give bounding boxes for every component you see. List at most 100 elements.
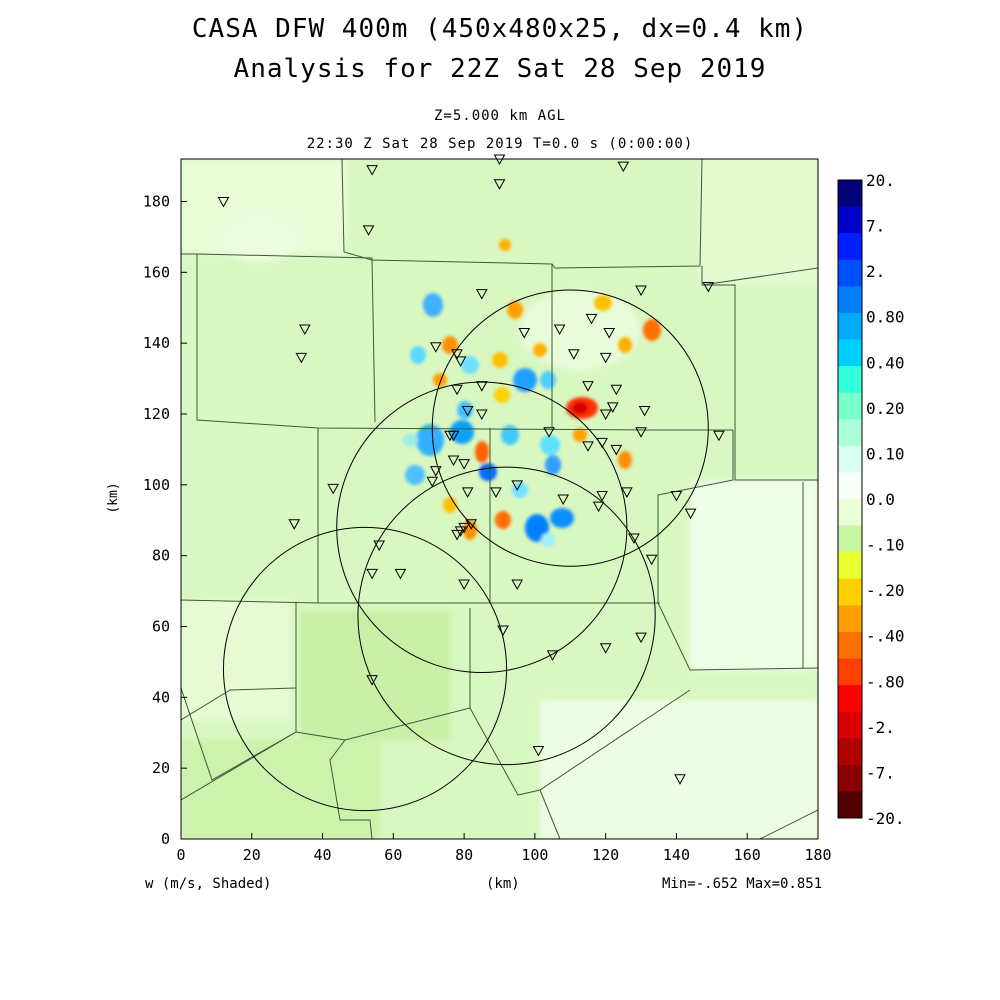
w-cell xyxy=(618,337,632,353)
colorbar-swatch xyxy=(838,445,862,473)
station-marker xyxy=(610,444,623,456)
colorbar-swatch xyxy=(838,525,862,553)
radar-ring xyxy=(222,526,508,812)
county-line xyxy=(657,430,734,496)
chart-title-line2: Analysis for 22Z Sat 28 Sep 2019 xyxy=(233,54,767,84)
station-marker xyxy=(617,161,630,173)
colorbar-swatch xyxy=(838,472,862,500)
y-tick-label: 140 xyxy=(143,334,170,352)
station-marker xyxy=(585,313,598,325)
colorbar-swatch xyxy=(838,180,862,208)
w-cell xyxy=(550,508,574,528)
w-cell xyxy=(643,319,661,341)
colorbar-swatch xyxy=(838,392,862,420)
county-line xyxy=(701,267,818,286)
colorbar-swatch xyxy=(838,631,862,659)
county-line xyxy=(701,266,818,481)
w-cell xyxy=(423,293,443,317)
station-marker xyxy=(599,409,612,421)
updraft-downdraft-cells xyxy=(402,239,661,547)
colorbar-label: -.10 xyxy=(866,536,905,555)
station-marker xyxy=(610,384,623,396)
station-marker xyxy=(603,328,616,339)
station-marker xyxy=(366,568,378,580)
y-tick-label: 60 xyxy=(152,618,170,636)
colorbar-swatch xyxy=(838,738,862,766)
county-line xyxy=(181,687,297,721)
colorbar-swatch xyxy=(838,233,862,261)
county-line xyxy=(181,687,297,781)
w-cell xyxy=(494,387,510,403)
w-cell xyxy=(540,371,556,389)
county-line xyxy=(759,809,818,839)
w-cell xyxy=(410,346,426,364)
plot-area xyxy=(180,154,819,840)
county-line xyxy=(329,739,373,839)
y-tick-label: 80 xyxy=(152,547,170,565)
x-tick-label: 100 xyxy=(521,846,548,864)
station-marker xyxy=(546,650,559,661)
x-tick-label: 60 xyxy=(384,846,402,864)
y-tick-label: 40 xyxy=(152,688,170,706)
w-cell xyxy=(545,455,561,475)
w-cell xyxy=(450,420,474,444)
station-marker xyxy=(582,441,594,452)
station-marker xyxy=(475,289,488,300)
station-marker xyxy=(447,430,460,442)
w-cell xyxy=(618,451,632,469)
w-cell xyxy=(443,497,457,513)
station-marker xyxy=(628,533,640,544)
station-marker xyxy=(451,349,463,360)
station-marker xyxy=(599,643,612,654)
colorbar-label: 0.80 xyxy=(866,308,905,327)
x-tick-label: 40 xyxy=(314,846,332,864)
station-marker xyxy=(475,409,488,421)
w-cell xyxy=(540,435,560,455)
colorbar-label: 2. xyxy=(866,262,885,281)
station-marker xyxy=(702,282,715,293)
y-tick-label: 20 xyxy=(152,759,170,777)
x-tick-label: 0 xyxy=(176,846,185,864)
colorbar-label: 0.40 xyxy=(866,353,905,372)
county-line xyxy=(657,495,818,671)
colorbar-label: -.20 xyxy=(866,581,905,600)
colorbar-swatch xyxy=(838,711,862,739)
colorbar-frame xyxy=(837,179,863,819)
colorbar-label: -.80 xyxy=(866,672,905,691)
plot-frame xyxy=(180,158,819,840)
county-line xyxy=(196,253,376,423)
station-marker xyxy=(670,490,683,502)
colorbar-swatch xyxy=(838,312,862,340)
station-marker xyxy=(475,381,488,392)
y-tick-label: 100 xyxy=(143,476,170,494)
station-marker xyxy=(684,508,697,520)
station-marker xyxy=(299,324,311,336)
station-marker xyxy=(490,487,502,498)
station-marker xyxy=(557,494,570,506)
w-cell xyxy=(479,463,497,481)
station-marker xyxy=(621,487,633,498)
station-marker xyxy=(638,405,651,417)
x-tick-label: 20 xyxy=(243,846,261,864)
county-line xyxy=(181,253,733,431)
station-marker xyxy=(461,487,474,498)
w-cell xyxy=(461,356,479,374)
colorbar-swatch xyxy=(838,366,862,394)
colorbar-swatch xyxy=(838,339,862,367)
shade-region xyxy=(300,610,450,740)
station-marker xyxy=(518,328,531,339)
x-axis: 0 20 40 60 80 100 120 140 160 180 xyxy=(176,833,832,864)
station-marker xyxy=(567,349,580,360)
station-marker xyxy=(511,480,524,491)
w-cell xyxy=(433,373,447,387)
station-marker xyxy=(543,427,555,438)
x-tick-label: 120 xyxy=(592,846,619,864)
station-marker xyxy=(366,165,378,176)
colorbar-swatch xyxy=(838,259,862,287)
y-tick-label: 160 xyxy=(143,263,170,281)
x-axis-label: (km) xyxy=(486,876,520,892)
x-tick-label: 140 xyxy=(663,846,690,864)
station-marker xyxy=(674,774,686,785)
colorbar-swatch xyxy=(838,499,862,527)
station-marker xyxy=(596,490,608,502)
